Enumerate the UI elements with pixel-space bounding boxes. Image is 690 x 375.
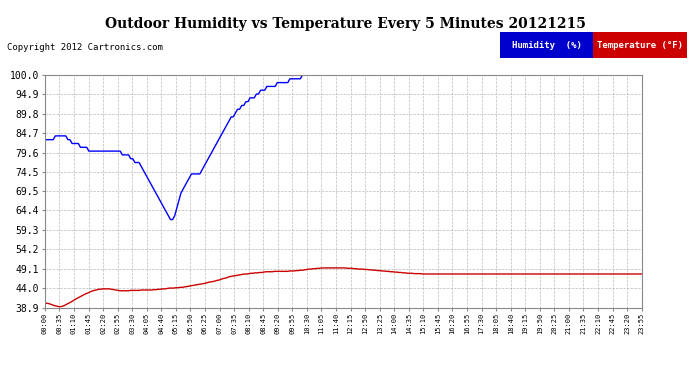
Text: Humidity  (%): Humidity (%) bbox=[512, 40, 582, 50]
Text: Copyright 2012 Cartronics.com: Copyright 2012 Cartronics.com bbox=[7, 43, 163, 52]
Text: Temperature (°F): Temperature (°F) bbox=[597, 40, 683, 50]
Text: Outdoor Humidity vs Temperature Every 5 Minutes 20121215: Outdoor Humidity vs Temperature Every 5 … bbox=[105, 17, 585, 31]
